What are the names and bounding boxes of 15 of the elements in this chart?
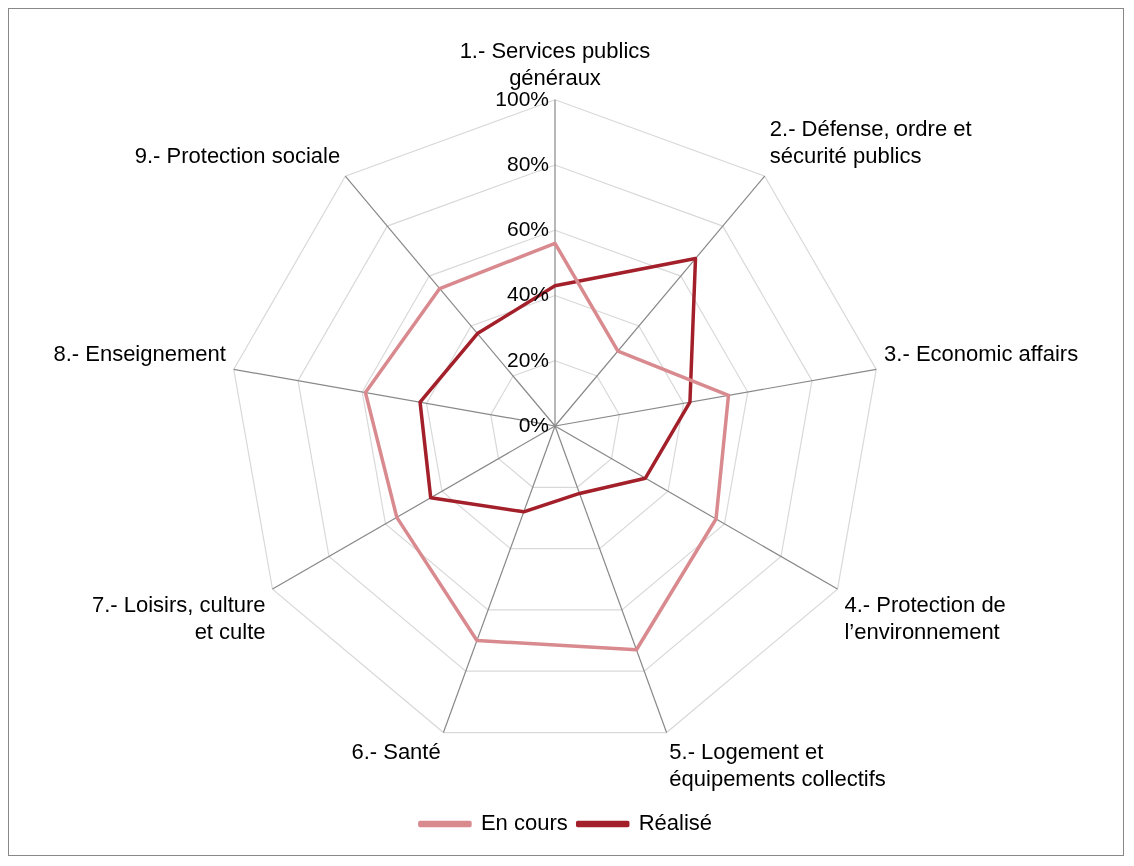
- y-tick-label: 20%: [506, 347, 549, 371]
- spoke-label: 2.- Défense, ordre et sécurité publics: [769, 116, 972, 168]
- spoke-label: 3.- Economic affairs: [884, 340, 1079, 366]
- spoke-label: 6.- Santé: [351, 739, 441, 765]
- y-tick-label: 80%: [506, 151, 549, 175]
- spoke-label: 1.- Services publics généraux: [459, 38, 651, 90]
- y-tick-label: 60%: [506, 217, 549, 241]
- spoke-label: 8.- Enseignement: [53, 340, 226, 366]
- y-tick-label: 0%: [518, 412, 549, 436]
- spoke-label: 9.- Protection sociale: [134, 142, 341, 168]
- spoke-label: 5.- Logement et équipements collectifs: [669, 739, 886, 791]
- spoke-label: 4.- Protection de l’environnement: [844, 592, 1006, 644]
- legend-label: En cours: [480, 810, 568, 836]
- spoke-label: 7.- Loisirs, culture et culte: [91, 592, 266, 644]
- legend-label: Réalisé: [638, 810, 713, 836]
